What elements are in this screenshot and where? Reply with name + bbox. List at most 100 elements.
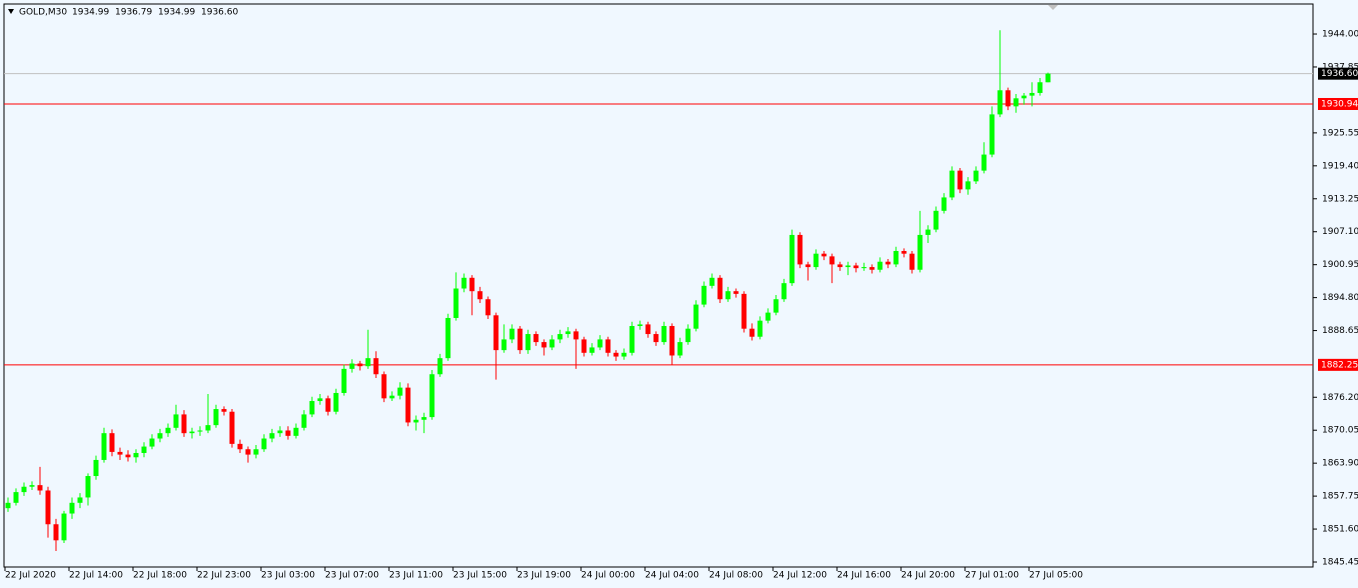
candle-body <box>613 352 619 357</box>
candle-body <box>1029 92 1035 96</box>
candle-body <box>421 417 427 420</box>
candle-body <box>413 419 419 423</box>
candle-body <box>109 433 115 452</box>
candle-body <box>557 334 563 340</box>
candle-body <box>429 374 435 418</box>
price-label-box <box>1318 358 1358 371</box>
candle-body <box>205 425 211 431</box>
x-tick-label: 24 Jul 04:00 <box>645 571 699 581</box>
candle-body <box>373 358 379 375</box>
header-value: 1936.79 <box>115 8 152 18</box>
candle-body <box>893 251 899 265</box>
candle-body <box>213 409 219 426</box>
candle-body <box>133 452 139 458</box>
candle-body <box>1021 95 1027 99</box>
candle-body <box>797 234 803 265</box>
candle-body <box>701 285 707 305</box>
candle-body <box>69 502 75 514</box>
y-tick-label: 1900.95 <box>1322 260 1358 270</box>
candle-body <box>741 293 747 329</box>
candle-body <box>341 368 347 393</box>
candle-body <box>717 277 723 300</box>
candle-body <box>61 513 67 541</box>
candle-body <box>885 261 891 265</box>
candle-body <box>77 497 83 503</box>
x-tick-label: 27 Jul 05:00 <box>1029 571 1083 581</box>
candle-body <box>157 433 163 439</box>
candle-body <box>5 502 11 509</box>
candle-body <box>813 253 819 268</box>
candle-body <box>589 347 595 353</box>
candle-body <box>733 291 739 294</box>
candle-body <box>685 328 691 343</box>
candle-body <box>197 430 203 432</box>
x-tick-label: 24 Jul 08:00 <box>709 571 763 581</box>
x-tick-label: 23 Jul 19:00 <box>517 571 571 581</box>
candle-body <box>269 433 275 439</box>
candle-body <box>669 326 675 356</box>
y-tick-label: 1876.20 <box>1322 393 1358 403</box>
candle-body <box>29 485 35 487</box>
candle-body <box>445 317 451 359</box>
x-tick-label: 27 Jul 01:00 <box>965 571 1019 581</box>
candle-body <box>285 430 291 436</box>
x-tick-label: 22 Jul 18:00 <box>133 571 187 581</box>
candle-body <box>1005 90 1011 107</box>
candle-body <box>333 392 339 412</box>
candle-body <box>181 414 187 434</box>
candle-body <box>693 304 699 329</box>
candle-body <box>573 331 579 340</box>
candle-body <box>461 277 467 289</box>
candle-body <box>645 324 651 335</box>
x-tick-label: 23 Jul 03:00 <box>261 571 315 581</box>
candle-body <box>221 409 227 412</box>
candle-body <box>757 320 763 337</box>
candle-body <box>469 277 475 292</box>
candle-body <box>957 170 963 190</box>
candle-body <box>509 328 515 340</box>
candle-body <box>101 433 107 460</box>
candle-body <box>621 352 627 357</box>
candle-body <box>501 339 507 351</box>
candle-body <box>165 427 171 434</box>
candle-body <box>845 265 851 268</box>
candle-body <box>629 326 635 353</box>
candle-body <box>493 315 499 351</box>
y-tick-label: 1944.00 <box>1322 30 1358 40</box>
candle-body <box>837 264 843 268</box>
price-label: 1930.94 <box>1321 99 1358 109</box>
candle-body <box>117 451 123 455</box>
price-label: 1882.25 <box>1321 360 1358 370</box>
candle-body <box>997 90 1003 115</box>
candle-body <box>861 267 867 269</box>
candle-body <box>349 363 355 369</box>
x-tick-label: 24 Jul 12:00 <box>773 571 827 581</box>
price-label-box <box>1318 67 1358 80</box>
candle-body <box>653 334 659 343</box>
candle-body <box>853 265 859 269</box>
candle-body <box>1045 73 1051 83</box>
candle-body <box>85 476 91 498</box>
menu-arrow[interactable] <box>8 9 14 14</box>
y-tick-label: 1863.90 <box>1322 459 1358 469</box>
candle-body <box>933 210 939 230</box>
candle-body <box>397 387 403 396</box>
header-value: 1936.60 <box>201 8 238 18</box>
candle-body <box>773 299 779 313</box>
x-tick-label: 22 Jul 23:00 <box>197 571 251 581</box>
candle-body <box>541 342 547 348</box>
y-tick-label: 1937.85 <box>1322 62 1358 72</box>
candle-body <box>605 339 611 353</box>
candle-body <box>877 261 883 270</box>
candle-body <box>1037 82 1043 93</box>
candle-body <box>237 443 243 450</box>
candle-body <box>917 234 923 270</box>
candle-body <box>549 339 555 348</box>
candle-body <box>53 524 59 541</box>
candle-body <box>901 251 907 254</box>
candle-body <box>989 114 995 155</box>
candle-body <box>173 414 179 428</box>
y-tick-label: 1857.75 <box>1322 492 1358 502</box>
candle-body <box>277 430 283 434</box>
